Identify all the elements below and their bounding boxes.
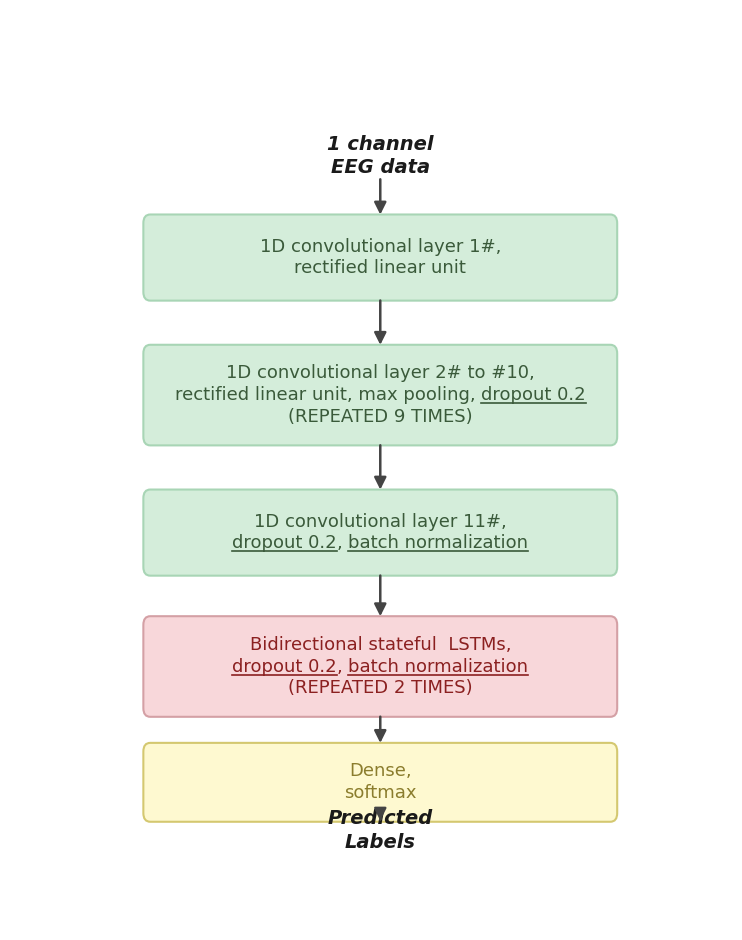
FancyBboxPatch shape bbox=[143, 617, 617, 717]
Text: batch normalization: batch normalization bbox=[348, 657, 528, 676]
FancyBboxPatch shape bbox=[143, 743, 617, 822]
Text: softmax: softmax bbox=[344, 784, 416, 802]
Text: 1D convolutional layer 1#,: 1D convolutional layer 1#, bbox=[260, 238, 501, 256]
Text: dropout 0.2: dropout 0.2 bbox=[481, 386, 585, 404]
FancyBboxPatch shape bbox=[143, 214, 617, 301]
Text: dropout 0.2: dropout 0.2 bbox=[232, 657, 337, 676]
Text: (REPEATED 9 TIMES): (REPEATED 9 TIMES) bbox=[288, 408, 473, 426]
Text: dropout 0.2: dropout 0.2 bbox=[232, 535, 337, 553]
Text: batch normalization: batch normalization bbox=[348, 535, 528, 553]
Text: Predicted
Labels: Predicted Labels bbox=[328, 809, 433, 852]
Text: ,: , bbox=[337, 535, 348, 553]
Text: 1 channel
EEG data: 1 channel EEG data bbox=[327, 134, 433, 177]
Text: (REPEATED 2 TIMES): (REPEATED 2 TIMES) bbox=[288, 680, 473, 697]
Text: rectified linear unit: rectified linear unit bbox=[295, 259, 466, 277]
Text: Dense,: Dense, bbox=[349, 762, 412, 780]
FancyBboxPatch shape bbox=[143, 345, 617, 446]
Text: 1D convolutional layer 2# to #10,: 1D convolutional layer 2# to #10, bbox=[226, 365, 535, 383]
Text: ,: , bbox=[337, 657, 348, 676]
Text: 1D convolutional layer 11#,: 1D convolutional layer 11#, bbox=[254, 512, 507, 531]
FancyBboxPatch shape bbox=[143, 490, 617, 575]
Text: Bidirectional stateful  LSTMs,: Bidirectional stateful LSTMs, bbox=[249, 635, 511, 654]
Text: rectified linear unit, max pooling,: rectified linear unit, max pooling, bbox=[175, 386, 481, 404]
